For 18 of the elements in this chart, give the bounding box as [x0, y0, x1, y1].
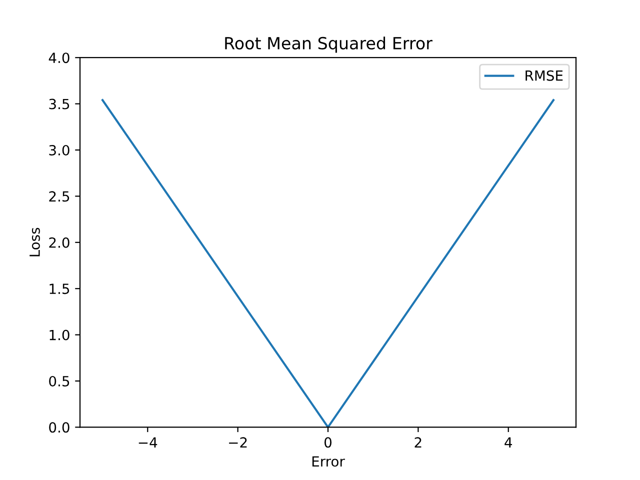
x-tick-label: 4	[504, 437, 512, 448]
y-tick-label: 4.0	[48, 52, 70, 64]
y-tick-label: 2.0	[49, 237, 70, 248]
x-tick-label: 0	[324, 437, 332, 448]
y-tick-label: 1.0	[50, 330, 70, 340]
y-tick-label: 2.5	[49, 191, 70, 202]
x-tick-label: −4	[138, 437, 158, 448]
y-tick-label: 0.0	[49, 422, 70, 433]
y-tick-label: 3.5	[49, 98, 70, 110]
x-tick-label: −2	[229, 437, 247, 448]
legend-label: RMSE	[526, 70, 563, 81]
y-tick-label: 0.5	[49, 376, 70, 386]
x-tick-label: 2	[414, 437, 422, 448]
chart-title: Root Mean Squared Error	[225, 36, 432, 53]
y-tick-label: 1.5	[50, 284, 70, 294]
y-axis-title: Loss	[30, 228, 40, 256]
y-tick-label: 3.0	[49, 144, 70, 156]
x-axis-title: Error	[312, 456, 345, 467]
